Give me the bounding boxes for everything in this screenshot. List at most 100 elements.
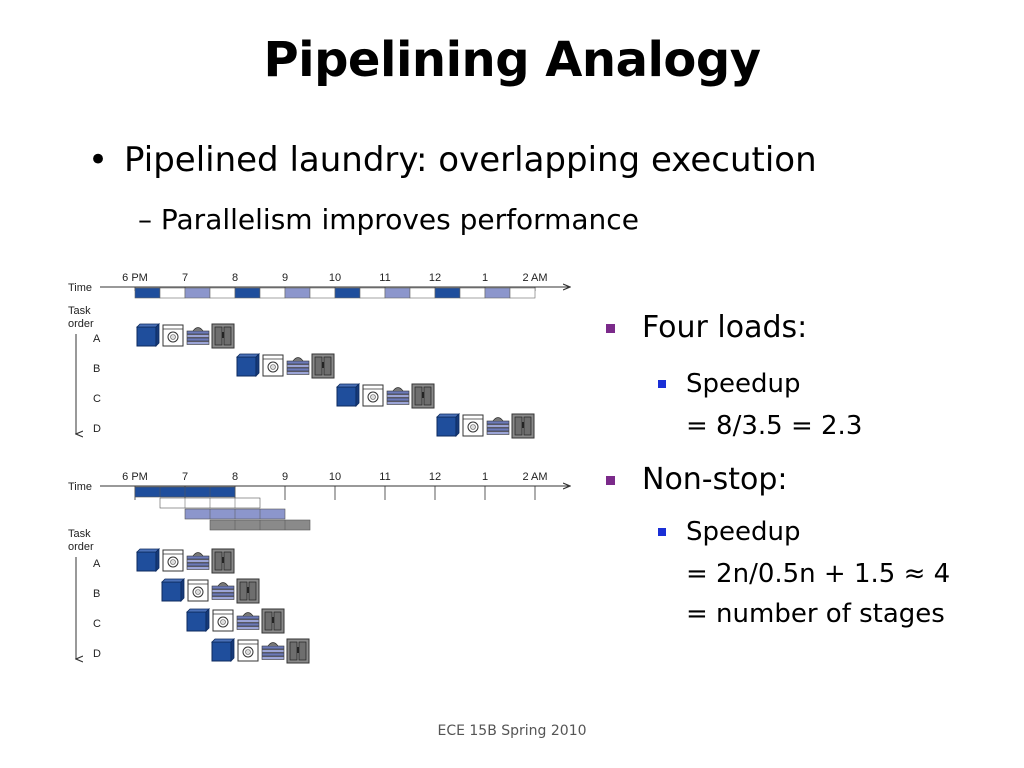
time-tick-label: 2 AM — [522, 272, 547, 284]
four-loads-speedup-formula: = 8/3.5 = 2.3 — [686, 411, 863, 441]
time-tick-label: 9 — [282, 471, 288, 483]
time-slot-band — [134, 287, 161, 299]
closet-icon — [211, 548, 235, 574]
time-slot-band — [384, 287, 411, 299]
time-tick-label: 12 — [429, 471, 441, 483]
non-stop-speedup-formula: = 2n/0.5n + 1.5 ≈ 4 — [686, 559, 951, 589]
time-slot-band — [334, 287, 361, 299]
task-label: A — [93, 558, 101, 570]
task-label: D — [93, 648, 101, 660]
folding-icon — [186, 552, 210, 570]
time-tick-label: 11 — [379, 471, 390, 483]
time-tick-label: 7 — [182, 471, 188, 483]
closet-icon — [261, 608, 285, 634]
closet-icon — [211, 323, 235, 349]
time-slot-band — [359, 287, 386, 299]
time-tick-label: 9 — [282, 272, 288, 284]
washer-icon — [336, 383, 360, 407]
bullet-square-icon — [606, 476, 615, 485]
time-tick-label: 1 — [482, 272, 488, 284]
time-tick-label: 10 — [329, 272, 341, 284]
time-slot-band — [234, 287, 261, 299]
folding-icon — [486, 417, 510, 435]
task-order-label: order — [68, 541, 94, 553]
dryer-icon — [262, 354, 284, 377]
four-loads-heading: Four loads: — [642, 310, 808, 345]
bullet-dot: • — [88, 140, 109, 180]
closet-icon — [286, 638, 310, 664]
bullet-square-small-icon — [658, 380, 666, 388]
non-stop-speedup-stages: = number of stages — [686, 599, 945, 629]
time-tick-label: 12 — [429, 272, 441, 284]
time-slot-band — [309, 287, 336, 299]
folding-icon — [236, 612, 260, 630]
bullet-square-icon — [606, 324, 615, 333]
pipeline-diagram: Time 6 PM 7 8 9 10 11 12 1 2 AM Task order A B C D Time… — [0, 262, 600, 686]
washer-icon — [136, 548, 160, 572]
non-stop-speedup-label: Speedup — [686, 517, 801, 547]
closet-icon — [311, 353, 335, 379]
time-tick-label: 8 — [232, 471, 238, 483]
main-bullet: • Pipelined laundry: overlapping executio… — [88, 138, 817, 182]
folding-icon — [286, 357, 310, 375]
dryer-icon — [237, 639, 259, 662]
washer-icon — [161, 578, 185, 602]
time-tick-label: 10 — [329, 471, 341, 483]
time-slot-band — [434, 287, 461, 299]
closet-icon — [411, 383, 435, 409]
dryer-icon — [162, 549, 184, 572]
dryer-icon — [212, 609, 234, 632]
bullet-square-small-icon — [658, 528, 666, 536]
time-tick-label: 6 PM — [122, 272, 148, 284]
time-slot-band — [409, 287, 436, 299]
washer-icon — [211, 638, 235, 662]
folding-icon — [386, 387, 410, 405]
time-slot-band — [509, 287, 536, 299]
time-slot-band — [459, 287, 486, 299]
washer-icon — [436, 413, 460, 437]
time-slot-band — [259, 287, 286, 299]
slide-title: Pipelining Analogy — [263, 32, 761, 88]
dryer-icon — [162, 324, 184, 347]
time-tick-label: 7 — [182, 272, 188, 284]
time-slot-band — [184, 287, 211, 299]
washer-icon — [136, 323, 160, 347]
task-label: D — [93, 423, 101, 435]
sub-bullet: – Parallelism improves performance — [138, 203, 639, 236]
task-order-label: Task — [68, 305, 91, 317]
washer-icon — [186, 608, 210, 632]
task-label: C — [93, 393, 101, 405]
time-slot-band — [484, 287, 511, 299]
task-order-label: Task — [68, 528, 91, 540]
time-label: Time — [68, 282, 92, 294]
task-order-label: order — [68, 318, 94, 330]
dryer-icon — [187, 579, 209, 602]
washer-icon — [236, 353, 260, 377]
time-tick-label: 8 — [232, 272, 238, 284]
closet-icon — [236, 578, 260, 604]
dryer-icon — [362, 384, 384, 407]
time-slot-band — [209, 287, 236, 299]
task-label: A — [93, 333, 101, 345]
folding-icon — [186, 327, 210, 345]
closet-icon — [511, 413, 535, 439]
time-tick-label: 11 — [379, 272, 390, 284]
slide-footer: ECE 15B Spring 2010 — [437, 723, 587, 739]
task-label: B — [93, 363, 100, 375]
time-tick-label: 2 AM — [522, 471, 547, 483]
four-loads-speedup-label: Speedup — [686, 369, 801, 399]
main-bullet-text: Pipelined laundry: overlapping execution — [124, 140, 817, 180]
folding-icon — [261, 642, 285, 660]
non-stop-heading: Non-stop: — [642, 462, 788, 497]
task-label: B — [93, 588, 100, 600]
time-slot-band — [284, 287, 311, 299]
folding-icon — [211, 582, 235, 600]
dryer-icon — [462, 414, 484, 437]
time-slot-band — [159, 287, 186, 299]
time-tick-label: 1 — [482, 471, 488, 483]
time-label: Time — [68, 481, 92, 493]
time-tick-label: 6 PM — [122, 471, 148, 483]
